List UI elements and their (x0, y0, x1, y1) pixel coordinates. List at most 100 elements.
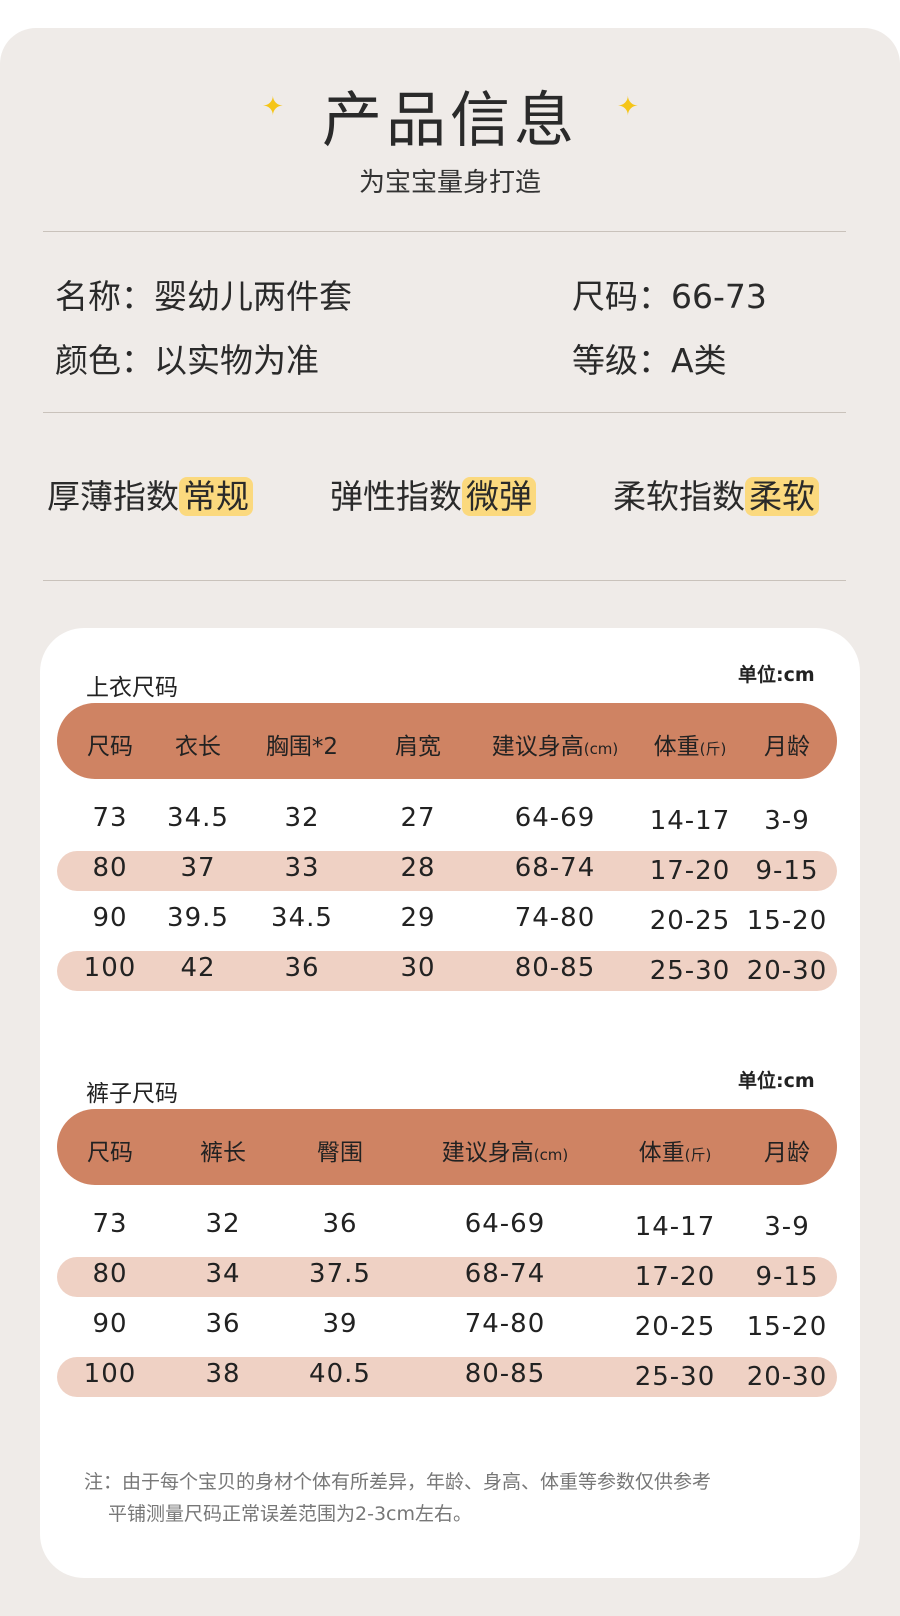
note-line-2: 平铺测量尺码正常误差范围为2-3cm左右。 (108, 1503, 472, 1525)
table-cell: 68-74 (464, 1259, 546, 1289)
divider (43, 580, 846, 581)
header-cell: 裤长 (200, 1133, 246, 1167)
row-stripe (57, 851, 837, 891)
table-cell: 34.5 (271, 903, 333, 933)
header-cell: 建议身高(cm) (442, 1133, 569, 1167)
table-cell: 34 (205, 1259, 241, 1289)
product-grade: 等级：A类 (572, 341, 727, 380)
table-cell: 34.5 (167, 803, 229, 833)
table-cell: 80 (92, 853, 128, 883)
table-cell: 17-20 (649, 856, 731, 886)
table-cell: 3-9 (764, 1212, 810, 1242)
table-cell: 29 (400, 903, 436, 933)
table-cell: 80 (92, 1259, 128, 1289)
table-cell: 9-15 (755, 1262, 819, 1292)
header-cell: 衣长 (175, 727, 221, 761)
header-cell: 建议身高(cm) (492, 727, 619, 761)
row-stripe (57, 1257, 837, 1297)
table-cell: 17-20 (634, 1262, 716, 1292)
table-cell: 73 (92, 803, 128, 833)
table-cell: 15-20 (746, 1312, 828, 1342)
table-header-row (57, 703, 837, 779)
index-softness: 柔软指数 柔软 (613, 470, 819, 518)
table-cell: 25-30 (649, 956, 731, 986)
header-unit: (斤) (699, 740, 727, 758)
table-cell: 74-80 (464, 1309, 546, 1339)
header-unit: (cm) (533, 1146, 569, 1164)
unit-label: 单位:cm (738, 1070, 815, 1092)
note-line-1: 注：由于每个宝贝的身材个体有所差异，年龄、身高、体重等参数仅供参考 (84, 1471, 712, 1493)
header-text: 衣长 (175, 734, 221, 760)
header-cell: 体重(斤) (654, 727, 727, 761)
divider (43, 412, 846, 413)
table-title: 裤子尺码 (86, 1081, 178, 1107)
row-stripe (57, 951, 837, 991)
table-cell: 100 (83, 953, 137, 983)
table-cell: 90 (92, 1309, 128, 1339)
header-text: 尺码 (87, 734, 133, 760)
header-cell: 尺码 (87, 727, 133, 761)
table-cell: 32 (284, 803, 320, 833)
header-unit: (cm) (583, 740, 619, 758)
table-cell: 9-15 (755, 856, 819, 886)
product-color: 颜色：以实物为准 (55, 341, 319, 380)
row-stripe (57, 1357, 837, 1397)
header-unit: (斤) (684, 1146, 712, 1164)
header-text: 建议身高 (441, 1140, 534, 1166)
table-cell: 64-69 (514, 803, 596, 833)
header-text: 肩宽 (395, 734, 441, 760)
header-text: 月龄 (764, 734, 810, 760)
table-cell: 64-69 (464, 1209, 546, 1239)
header-text: 臀围 (317, 1140, 363, 1166)
page-title: 产品信息 (322, 86, 578, 156)
table-cell: 33 (284, 853, 320, 883)
header-cell: 体重(斤) (639, 1133, 712, 1167)
table-cell: 38 (205, 1359, 241, 1389)
sparkle-icon: ✦ (262, 92, 284, 122)
index-thickness: 厚薄指数 常规 (47, 470, 253, 518)
header-text: 体重 (653, 734, 700, 760)
product-size: 尺码：66-73 (572, 277, 767, 316)
table-cell: 39 (322, 1309, 358, 1339)
header-cell: 胸围*2 (266, 727, 338, 761)
table-cell: 3-9 (764, 806, 810, 836)
table-cell: 40.5 (309, 1359, 371, 1389)
table-cell: 80-85 (514, 953, 596, 983)
header-text: 建议身高 (491, 734, 584, 760)
table-cell: 37.5 (309, 1259, 371, 1289)
table-cell: 90 (92, 903, 128, 933)
header-cell: 臀围 (317, 1133, 363, 1167)
header-cell: 月龄 (764, 727, 810, 761)
table-cell: 100 (83, 1359, 137, 1389)
table-cell: 36 (322, 1209, 358, 1239)
table-cell: 74-80 (514, 903, 596, 933)
header-text: 胸围*2 (265, 734, 339, 760)
header-text: 裤长 (200, 1140, 246, 1166)
product-name: 名称：婴幼儿两件套 (55, 277, 352, 316)
table-cell: 42 (180, 953, 216, 983)
table-cell: 37 (180, 853, 216, 883)
table-cell: 14-17 (634, 1212, 716, 1242)
divider (43, 231, 846, 232)
table-cell: 25-30 (634, 1362, 716, 1392)
table-cell: 68-74 (514, 853, 596, 883)
table-cell: 20-25 (634, 1312, 716, 1342)
header-cell: 尺码 (87, 1133, 133, 1167)
table-header-row (57, 1109, 837, 1185)
table-cell: 36 (284, 953, 320, 983)
unit-label: 单位:cm (738, 664, 815, 686)
table-cell: 20-30 (746, 956, 828, 986)
index-elasticity: 弹性指数 微弹 (330, 470, 536, 518)
sparkle-icon: ✦ (617, 92, 639, 122)
table-cell: 28 (400, 853, 436, 883)
table-cell: 73 (92, 1209, 128, 1239)
page-subtitle: 为宝宝量身打造 (358, 168, 541, 198)
table-cell: 14-17 (649, 806, 731, 836)
table-cell: 15-20 (746, 906, 828, 936)
table-cell: 30 (400, 953, 436, 983)
table-cell: 36 (205, 1309, 241, 1339)
table-cell: 80-85 (464, 1359, 546, 1389)
header-text: 尺码 (87, 1140, 133, 1166)
table-cell: 27 (400, 803, 436, 833)
table-cell: 20-25 (649, 906, 731, 936)
